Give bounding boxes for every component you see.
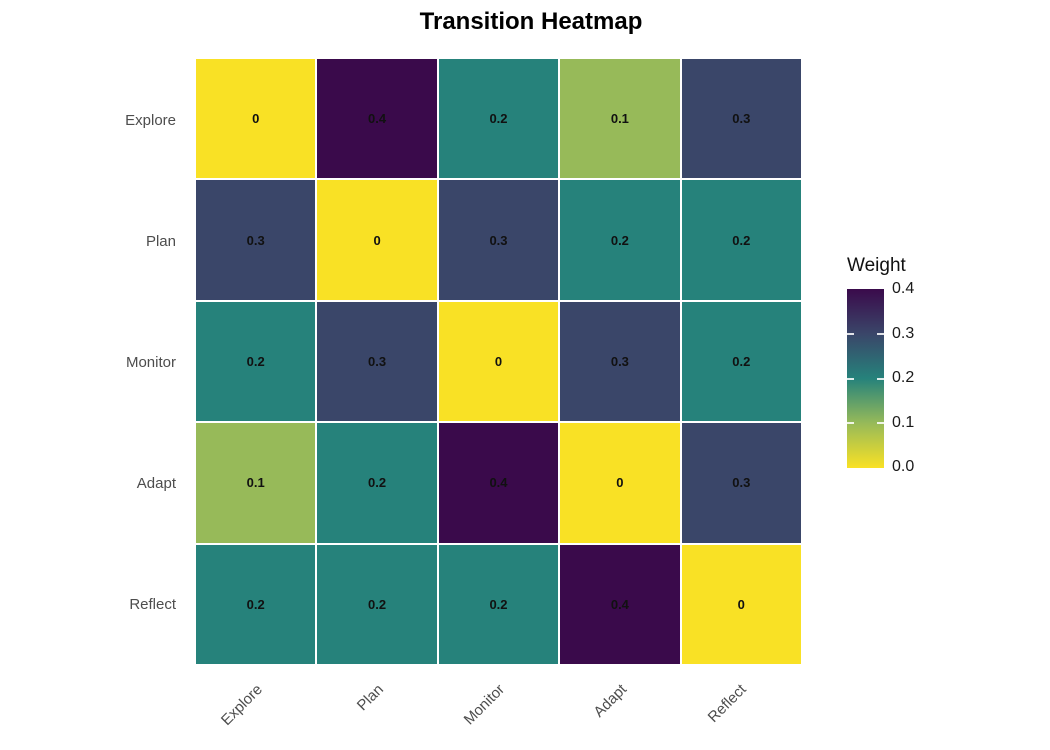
heatmap-cell-reflect-adapt: 0.4 [560,544,680,664]
legend-colorbar [847,289,884,468]
legend-label: 0.1 [892,414,915,431]
cell-value: 0.1 [246,475,265,491]
heatmap-cell-reflect-explore: 0.2 [196,544,316,664]
legend-tick [877,378,884,380]
heatmap-cell-explore-adapt: 0.1 [560,59,680,179]
cell-value: 0.4 [368,111,387,127]
cell-value: 0.2 [732,232,751,248]
heatmap-grid: 0 0.4 0.2 0.1 0.3 0.3 0 0.3 0.2 0.2 0.2 0.3 0 0.3 0.2 0… [196,59,801,664]
cell-value: 0.2 [246,596,265,612]
y-axis-label-explore: Explore [125,112,176,129]
heatmap-cell-plan-adapt: 0.2 [560,180,680,300]
cell-value: 0.3 [732,111,751,127]
x-axis-label-adapt: Adapt [590,680,630,721]
cell-value: 0 [373,232,381,248]
legend-label: 0.0 [892,458,915,475]
y-axis-label-adapt: Adapt [136,475,176,492]
cell-value: 0.2 [732,353,751,369]
legend-label: 0.4 [892,280,915,297]
heatmap-cell-monitor-reflect: 0.2 [681,301,801,422]
chart-title: Transition Heatmap [419,8,643,35]
cell-value: 0.3 [610,353,629,369]
heatmap-cell-monitor-adapt: 0.3 [560,301,680,422]
cell-value: 0 [616,475,624,491]
y-axis-label-monitor: Monitor [125,354,176,371]
legend-tick [877,422,884,424]
legend-tick [847,422,854,424]
heatmap-cell-explore-plan: 0.4 [317,59,437,179]
y-axis-label-plan: Plan [145,233,176,250]
x-axis-label-reflect: Reflect [704,680,750,727]
cell-value: 0 [252,111,260,127]
heatmap-cell-adapt-plan: 0.2 [317,423,437,543]
cell-value: 0.2 [246,353,265,369]
cell-value: 0.4 [610,596,629,612]
heatmap-cell-plan-monitor: 0.3 [438,180,559,300]
x-axis-label-monitor: Monitor [460,680,508,729]
heatmap-cell-plan-reflect: 0.2 [681,180,801,300]
legend-title: Weight [847,255,906,276]
cell-value: 0.3 [368,353,387,369]
cell-value: 0.1 [610,111,629,127]
heatmap-cell-monitor-monitor: 0 [438,301,559,422]
cell-value: 0 [737,596,745,612]
heatmap-cell-monitor-explore: 0.2 [196,301,316,422]
cell-value: 0.2 [368,596,387,612]
cell-value: 0.4 [489,475,508,491]
heatmap-cell-reflect-monitor: 0.2 [438,544,559,664]
heatmap-cell-reflect-reflect: 0 [681,544,801,664]
cell-value: 0.2 [610,232,629,248]
legend-tick [877,333,884,335]
y-axis-label-reflect: Reflect [129,596,176,613]
cell-value: 0.3 [246,232,265,248]
cell-value: 0.2 [489,596,508,612]
heatmap-cell-plan-plan: 0 [317,180,437,300]
heatmap-cell-explore-explore: 0 [196,59,316,179]
legend-tick [847,333,854,335]
heatmap-cell-monitor-plan: 0.3 [317,301,437,422]
x-axis-label-explore: Explore [218,680,266,729]
cell-value: 0.3 [489,232,508,248]
heatmap-cell-adapt-explore: 0.1 [196,423,316,543]
legend-label: 0.3 [892,325,915,342]
cell-value: 0.2 [368,475,387,491]
cell-value: 0.2 [489,111,508,127]
heatmap-cell-adapt-adapt: 0 [560,423,680,543]
heatmap-cell-plan-explore: 0.3 [196,180,316,300]
heatmap-cell-explore-reflect: 0.3 [681,59,801,179]
heatmap-cell-explore-monitor: 0.2 [438,59,559,179]
heatmap-cell-reflect-plan: 0.2 [317,544,437,664]
heatmap-cell-adapt-monitor: 0.4 [438,423,559,543]
legend-tick [847,378,854,380]
x-axis-label-plan: Plan [353,680,387,715]
heatmap-cell-adapt-reflect: 0.3 [681,423,801,543]
cell-value: 0 [494,353,503,369]
legend-label: 0.2 [892,369,915,386]
cell-value: 0.3 [732,475,751,491]
